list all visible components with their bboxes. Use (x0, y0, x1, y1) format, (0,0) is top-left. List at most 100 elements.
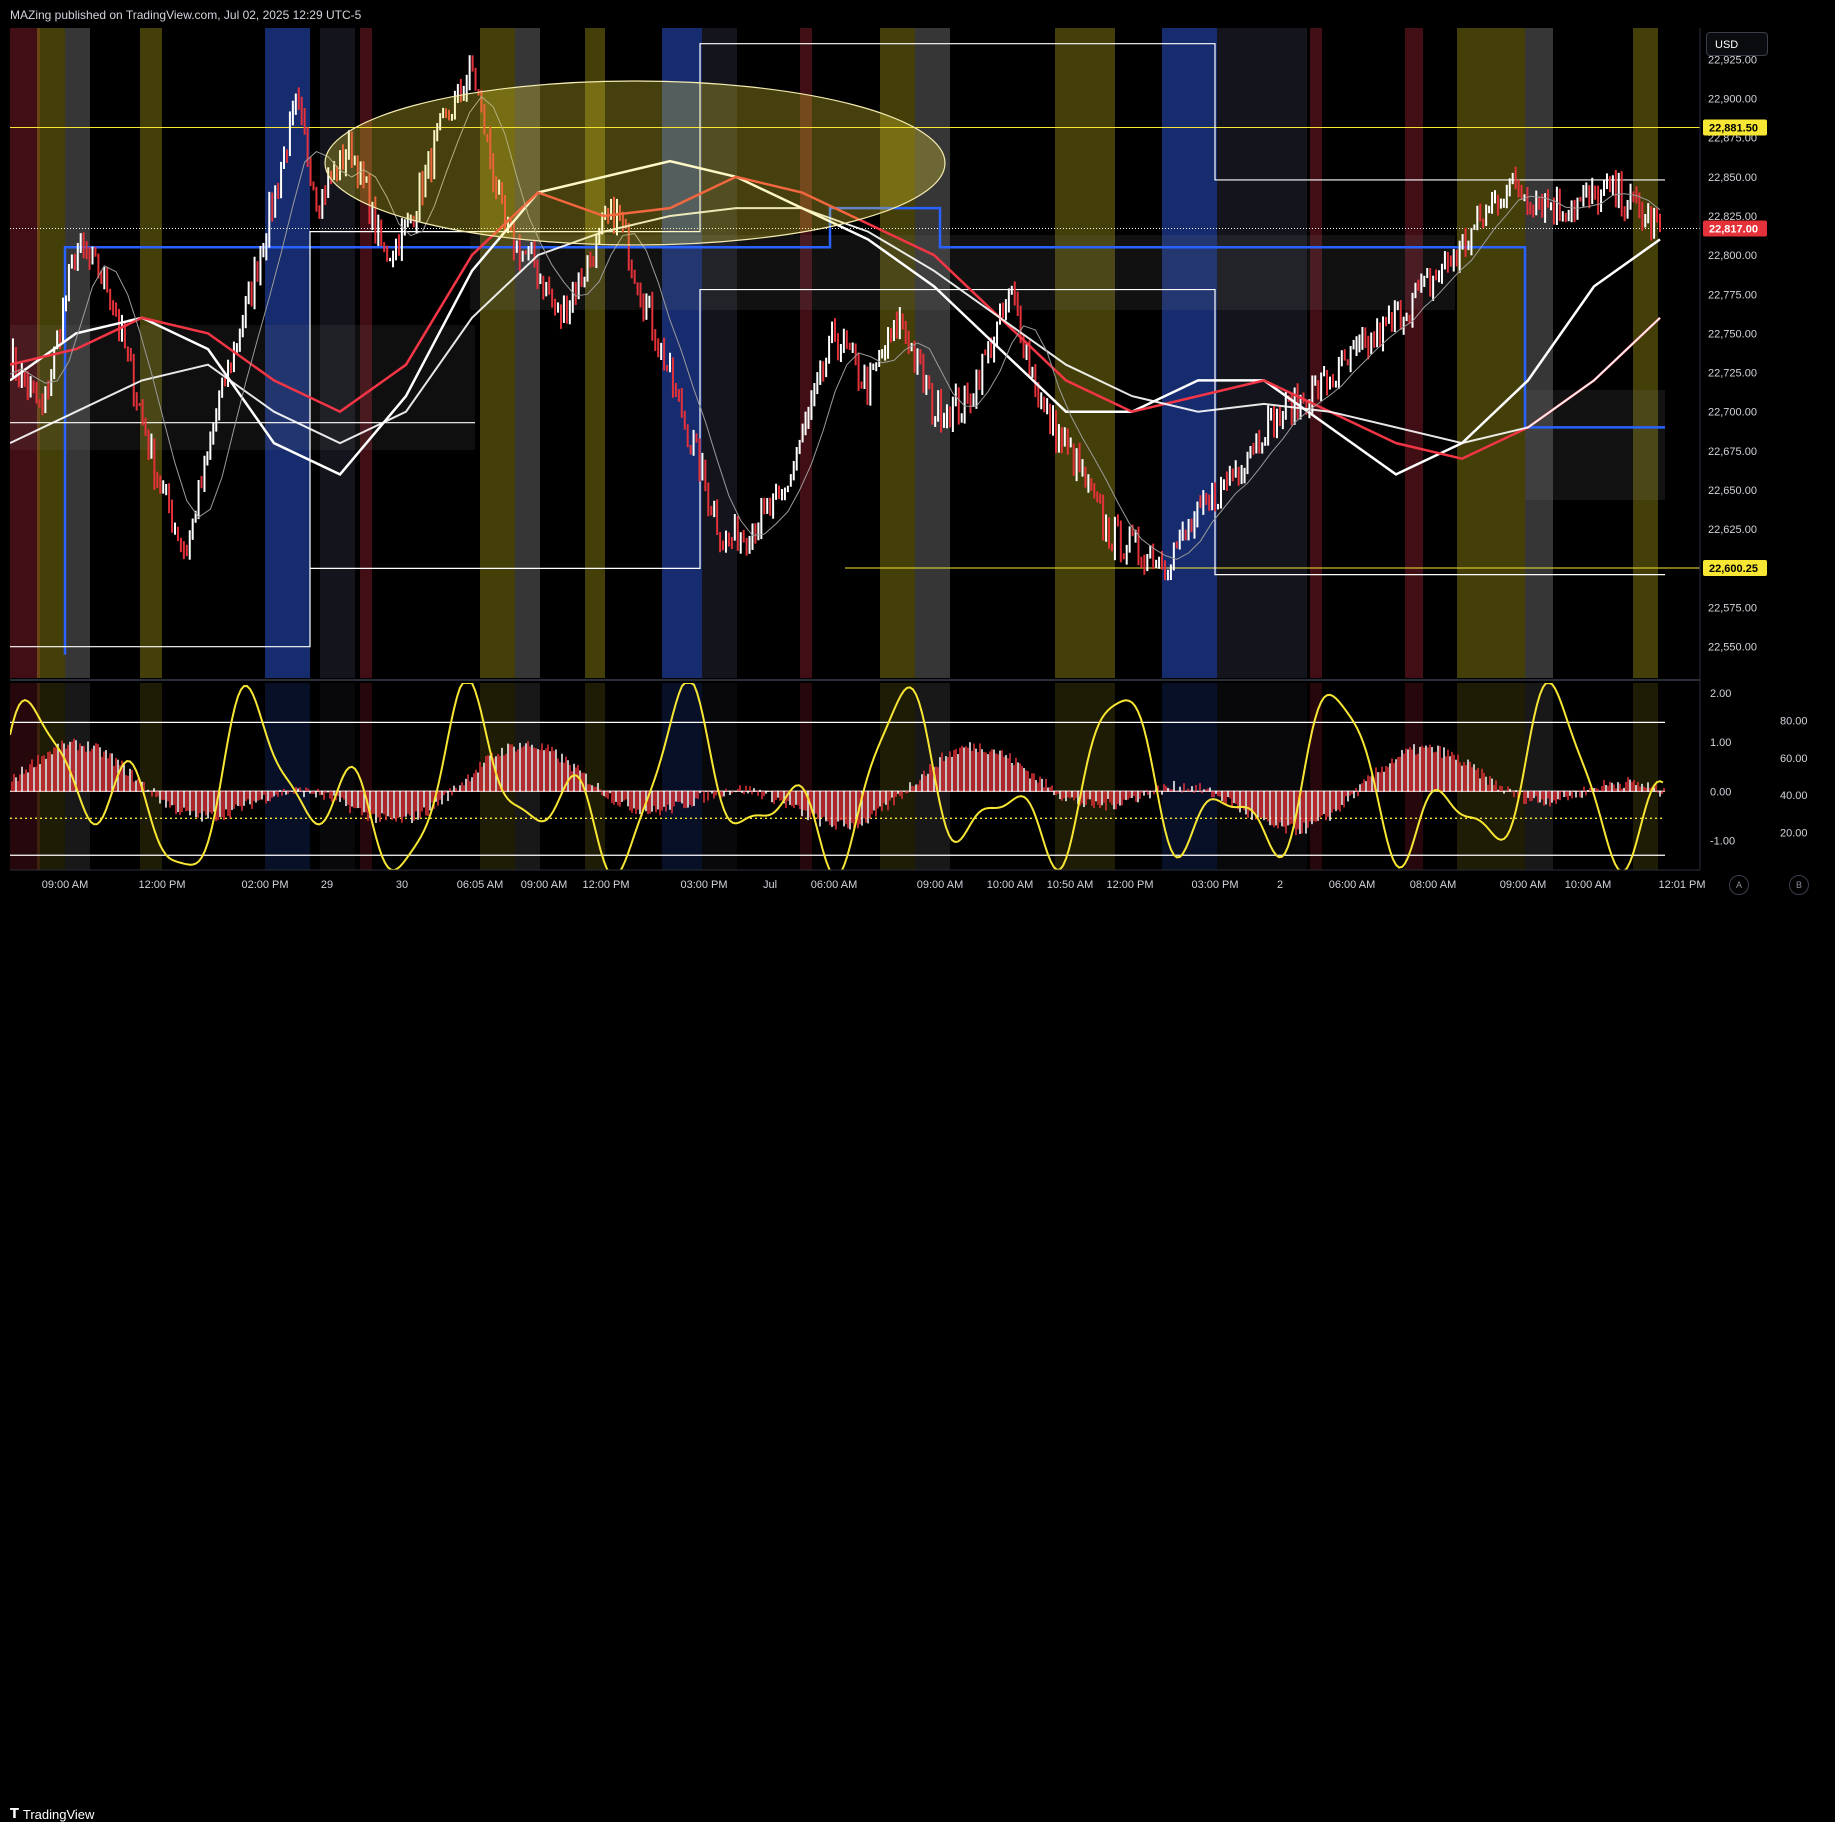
price-tick-label: 22,850.00 (1708, 172, 1757, 184)
price-scale-background (1700, 28, 1835, 900)
white-step-level-upper (10, 43, 1665, 648)
moving-averages (10, 95, 1661, 560)
osc-right-tick-label: 60.00 (1780, 753, 1808, 765)
time-tick-label: 03:00 PM (680, 879, 727, 891)
level-lines (10, 43, 1700, 655)
moving-average-line (10, 175, 1661, 461)
scale-button-b[interactable]: B (1789, 875, 1809, 895)
osc-right-tick-label: 80.00 (1780, 715, 1808, 727)
price-tick-label: 22,900.00 (1708, 93, 1757, 105)
session-band (140, 28, 162, 678)
session-band (1310, 28, 1322, 678)
time-tick-label: 06:00 AM (1329, 879, 1375, 891)
session-band (1162, 28, 1217, 678)
session-band (1405, 28, 1423, 678)
session-band (1525, 28, 1553, 678)
time-tick-label: 29 (321, 879, 333, 891)
session-band (1217, 28, 1307, 678)
session-band (1457, 28, 1525, 678)
session-band (585, 28, 605, 678)
osc-right-tick-label: 40.00 (1780, 790, 1808, 802)
session-band (515, 28, 540, 678)
time-tick-label: 12:00 PM (582, 879, 629, 891)
price-badge-label: 22,881.50 (1709, 122, 1758, 134)
chart-canvas[interactable]: 22,925.00 22,900.00 22,875.00 22,850.00 22,8… (0, 0, 1835, 933)
price-badge (1703, 220, 1767, 237)
price-tick-label: 22,625.00 (1708, 524, 1757, 536)
time-tick-label: 08:00 AM (1410, 879, 1456, 891)
tradingview-logo-icon: 𝗧 (10, 1807, 19, 1822)
price-tick-label: 22,575.00 (1708, 603, 1757, 615)
price-badge-label: 22,817.00 (1709, 223, 1758, 235)
time-tick-label: 02:00 PM (241, 879, 288, 891)
scale-button-a[interactable]: A (1729, 875, 1749, 895)
osc-signal-line (10, 683, 1664, 870)
time-tick-label: 10:50 AM (1047, 879, 1093, 891)
time-tick-label: 2 (1277, 879, 1283, 891)
range-box (1525, 390, 1665, 500)
session-band-osc (360, 683, 372, 870)
session-band (65, 28, 90, 678)
session-band-osc (880, 683, 915, 870)
oscillator-pane (10, 683, 1665, 870)
price-tick-label: 22,725.00 (1708, 368, 1757, 380)
time-tick-label: 09:00 AM (42, 879, 88, 891)
osc-tick-label: 1.00 (1710, 737, 1731, 749)
price-tick-label: 22,550.00 (1708, 642, 1757, 654)
session-band (265, 28, 310, 678)
price-tick-label: 22,700.00 (1708, 407, 1757, 419)
session-band (702, 28, 737, 678)
session-band-osc (1310, 683, 1322, 870)
session-band-osc (800, 683, 812, 870)
session-band-osc (702, 683, 737, 870)
session-band-osc (265, 683, 310, 870)
time-tick-label: 10:00 AM (987, 879, 1033, 891)
time-tick-label: 30 (396, 879, 408, 891)
time-tick-label: 03:00 PM (1191, 879, 1238, 891)
price-tick-label: 22,775.00 (1708, 289, 1757, 301)
chart-header: MAZing published on TradingView.com, Jul… (0, 0, 1835, 30)
blue-step-level (63, 206, 1665, 655)
time-tick-label: 09:00 AM (521, 879, 567, 891)
session-band-osc (140, 683, 162, 870)
session-band (1055, 28, 1115, 678)
session-band (480, 28, 515, 678)
price-tick-label: 22,825.00 (1708, 211, 1757, 223)
price-series (11, 55, 1661, 581)
tradingview-brand: TradingView (22, 1807, 95, 1822)
price-tick-label: 22,875.00 (1708, 133, 1757, 145)
osc-right-tick-label: 20.00 (1780, 828, 1808, 840)
time-tick-label: 10:00 AM (1565, 879, 1611, 891)
time-tick-label: 06:00 AM (811, 879, 857, 891)
publisher-caption: MAZing published on TradingView.com, Jul… (10, 8, 362, 22)
time-tick-label: 12:00 PM (1106, 879, 1153, 891)
session-band-osc (1457, 683, 1525, 870)
price-tick-label: 22,650.00 (1708, 485, 1757, 497)
time-tick-label: 06:05 AM (457, 879, 503, 891)
session-background-bands (0, 28, 1700, 900)
session-band (800, 28, 812, 678)
price-badge (1703, 119, 1767, 136)
short-average-line (10, 95, 1661, 560)
osc-tick-label: 0.00 (1710, 786, 1731, 798)
highlight-ellipse (324, 80, 946, 246)
currency-button[interactable]: USD (1706, 32, 1768, 56)
time-tick-label: 09:00 AM (1500, 879, 1546, 891)
range-box (10, 325, 475, 450)
moving-average-line (10, 159, 1661, 476)
axes: 22,925.00 22,900.00 22,875.00 22,850.00 22,8… (10, 28, 1835, 900)
price-tick-label: 22,800.00 (1708, 250, 1757, 262)
price-tick-label: 22,925.00 (1708, 54, 1757, 66)
price-tick-label: 22,750.00 (1708, 328, 1757, 340)
time-tick-label: Jul (763, 879, 777, 891)
session-band-osc (585, 683, 605, 870)
session-band-osc (1217, 683, 1307, 870)
tradingview-logo[interactable]: 𝗧 TradingView (10, 1807, 94, 1822)
white-step-level-lower (310, 288, 1665, 576)
osc-tick-label: 2.00 (1710, 688, 1731, 700)
price-tick-label: 22,675.00 (1708, 446, 1757, 458)
footer: 𝗧 TradingView (0, 900, 1835, 1822)
annotation-layer (324, 80, 946, 246)
moving-average-line (10, 207, 1661, 445)
price-badge (1703, 559, 1767, 576)
